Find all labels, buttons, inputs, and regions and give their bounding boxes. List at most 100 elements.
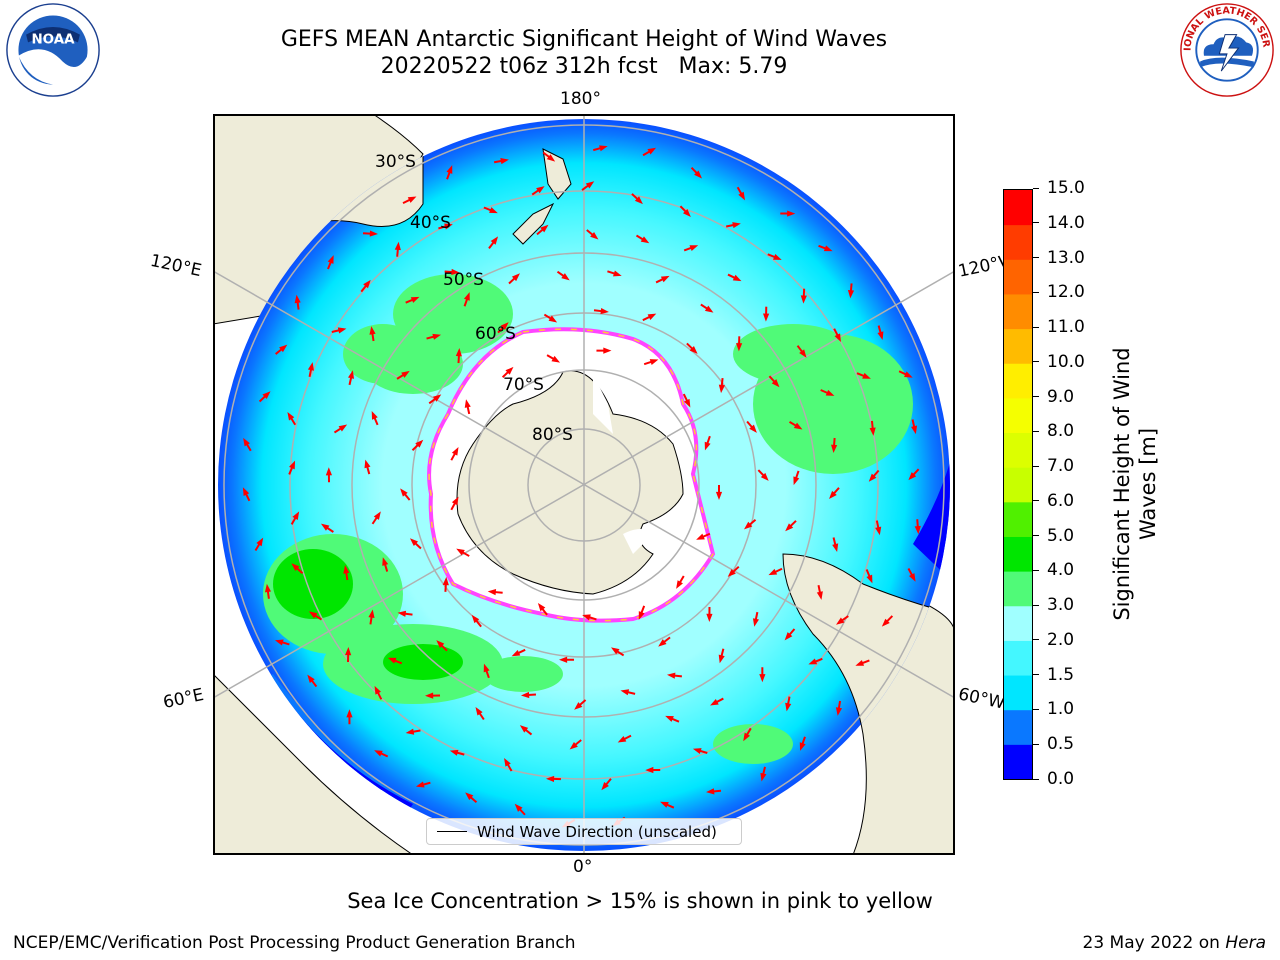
wave-arrow-head bbox=[704, 305, 714, 313]
wave-arrow-head bbox=[279, 344, 288, 353]
wave-arrow-head bbox=[337, 327, 347, 334]
colorbar-segment bbox=[1004, 744, 1032, 779]
wave-arrow-head bbox=[463, 292, 470, 301]
noaa-logo: NOAA bbox=[6, 3, 100, 97]
wave-arrow-head bbox=[908, 573, 916, 582]
wave-arrow-head bbox=[868, 473, 877, 482]
wave-arrow-head bbox=[666, 672, 676, 679]
wave-arrow-head bbox=[823, 245, 833, 252]
wave-arrow-head bbox=[904, 371, 913, 378]
wave-arrow-head bbox=[242, 487, 250, 496]
wave-arrow-head bbox=[875, 526, 882, 536]
wave-arrow-head bbox=[500, 158, 509, 165]
wave-arrow-head bbox=[676, 580, 683, 589]
wave-arrow-head bbox=[394, 241, 401, 251]
wave-arrow-head bbox=[415, 781, 425, 788]
wave-arrow-head bbox=[706, 788, 715, 795]
wave-arrow-head bbox=[620, 689, 630, 696]
wave-arrow-head bbox=[862, 372, 871, 379]
polar-map: 180° 0° 120°E 120°W 60°E 60°W 30°S 40°S … bbox=[148, 89, 1017, 877]
colorbar-tick-label: 6.0 bbox=[1033, 492, 1074, 510]
wave-arrow-head bbox=[373, 511, 381, 520]
wave-arrow-head bbox=[444, 223, 453, 230]
wave-arrow-head bbox=[369, 326, 376, 335]
colorbar-tick-label: 14.0 bbox=[1033, 214, 1085, 232]
wave-arrow-head bbox=[401, 370, 410, 378]
wave-arrow-head bbox=[689, 346, 698, 354]
wave-arrow-head bbox=[382, 557, 389, 566]
wave-arrow-head bbox=[561, 273, 570, 281]
wave-arrow-head bbox=[505, 366, 514, 375]
wave-arrow-head bbox=[732, 274, 742, 282]
colorbar-segment bbox=[1004, 709, 1032, 745]
wave-arrow-head bbox=[519, 725, 529, 733]
lat-label-40s: 40°S bbox=[410, 213, 451, 233]
nws-logo: NATIONAL WEATHER SERVICE bbox=[1178, 2, 1274, 97]
wave-arrow-head bbox=[760, 772, 767, 782]
wave-arrow-head bbox=[409, 538, 419, 547]
wave-arrow-head bbox=[793, 422, 803, 430]
wave-arrow-head bbox=[911, 425, 918, 435]
wave-arrow-head bbox=[866, 574, 873, 584]
wave-arrow-head bbox=[455, 348, 462, 357]
wave-arrow-head bbox=[665, 715, 674, 722]
wave-arrow-head bbox=[647, 147, 657, 155]
wave-arrow-head bbox=[660, 801, 669, 808]
wave-arrow-head bbox=[877, 331, 884, 341]
wave-arrow-head bbox=[371, 411, 378, 420]
wave-arrow-head bbox=[835, 707, 843, 716]
colorbar-tick-label: 1.0 bbox=[1033, 701, 1074, 718]
wave-arrow-head bbox=[327, 255, 334, 264]
lat-label-70s: 70°S bbox=[503, 375, 544, 395]
colorbar-segment bbox=[1004, 675, 1032, 711]
wave-arrow-head bbox=[749, 424, 757, 433]
wave-arrow-head bbox=[704, 441, 711, 451]
wave-arrow-head bbox=[784, 632, 793, 641]
wave-arrow-head bbox=[514, 803, 523, 812]
wave-arrow-head bbox=[836, 617, 845, 625]
sea-ice-caption: Sea Ice Concentration > 15% is shown in … bbox=[347, 889, 933, 913]
wave-arrow-head bbox=[914, 525, 921, 535]
wave-arrow-head bbox=[400, 488, 408, 497]
wave-arrow-head bbox=[710, 699, 719, 706]
wave-arrow-head bbox=[442, 576, 449, 586]
wave-arrow-head bbox=[785, 523, 794, 532]
wave-arrow-head bbox=[832, 543, 839, 553]
wave-arrow-head bbox=[715, 491, 723, 500]
wave-arrow-head bbox=[771, 379, 780, 388]
wave-arrow-head bbox=[374, 750, 383, 757]
colorbar-tick-label: 10.0 bbox=[1033, 353, 1085, 371]
colorbar-label-line-1: Significant Height of Wind bbox=[1110, 347, 1134, 621]
wave-arrow-head bbox=[808, 658, 818, 665]
wave-arrow-head bbox=[436, 640, 445, 649]
wave-arrow-head bbox=[364, 459, 371, 469]
wave-arrow-head bbox=[446, 165, 453, 174]
colorbar-segment bbox=[1004, 190, 1032, 226]
wave-arrow-head bbox=[292, 511, 300, 521]
wave-arrow-head bbox=[732, 222, 741, 229]
title-line-2: 20220522 t06z 312h fcst Max: 5.79 bbox=[380, 54, 788, 79]
colorbar-segment bbox=[1004, 224, 1032, 260]
colorbar-tick-label: 15.0 bbox=[1033, 180, 1085, 197]
wave-arrow-head bbox=[752, 618, 759, 627]
wave-arrow-head bbox=[243, 437, 250, 447]
colorbar-tick-label: 5.0 bbox=[1033, 527, 1074, 545]
wave-arrow-head bbox=[537, 602, 546, 612]
wave-arrow-head bbox=[787, 210, 796, 217]
wave-arrow-head bbox=[540, 224, 549, 233]
footer-host: Hera bbox=[1225, 933, 1266, 953]
colorbar-segment bbox=[1004, 571, 1032, 607]
wave-arrow-head bbox=[634, 196, 643, 205]
wave-arrow-head bbox=[689, 245, 699, 251]
wave-arrow-head bbox=[610, 647, 620, 655]
wave-arrow-head bbox=[759, 674, 766, 683]
wave-arrow-head bbox=[405, 728, 415, 735]
wave-arrow-head bbox=[645, 766, 654, 774]
colorbar-tick-label: 7.0 bbox=[1033, 458, 1074, 475]
colorbar-segment bbox=[1004, 397, 1032, 434]
polar-map-svg bbox=[212, 113, 956, 856]
wave-arrow-head bbox=[451, 496, 459, 506]
colorbar-segment bbox=[1004, 293, 1032, 330]
wave-arrow-head bbox=[490, 236, 499, 245]
